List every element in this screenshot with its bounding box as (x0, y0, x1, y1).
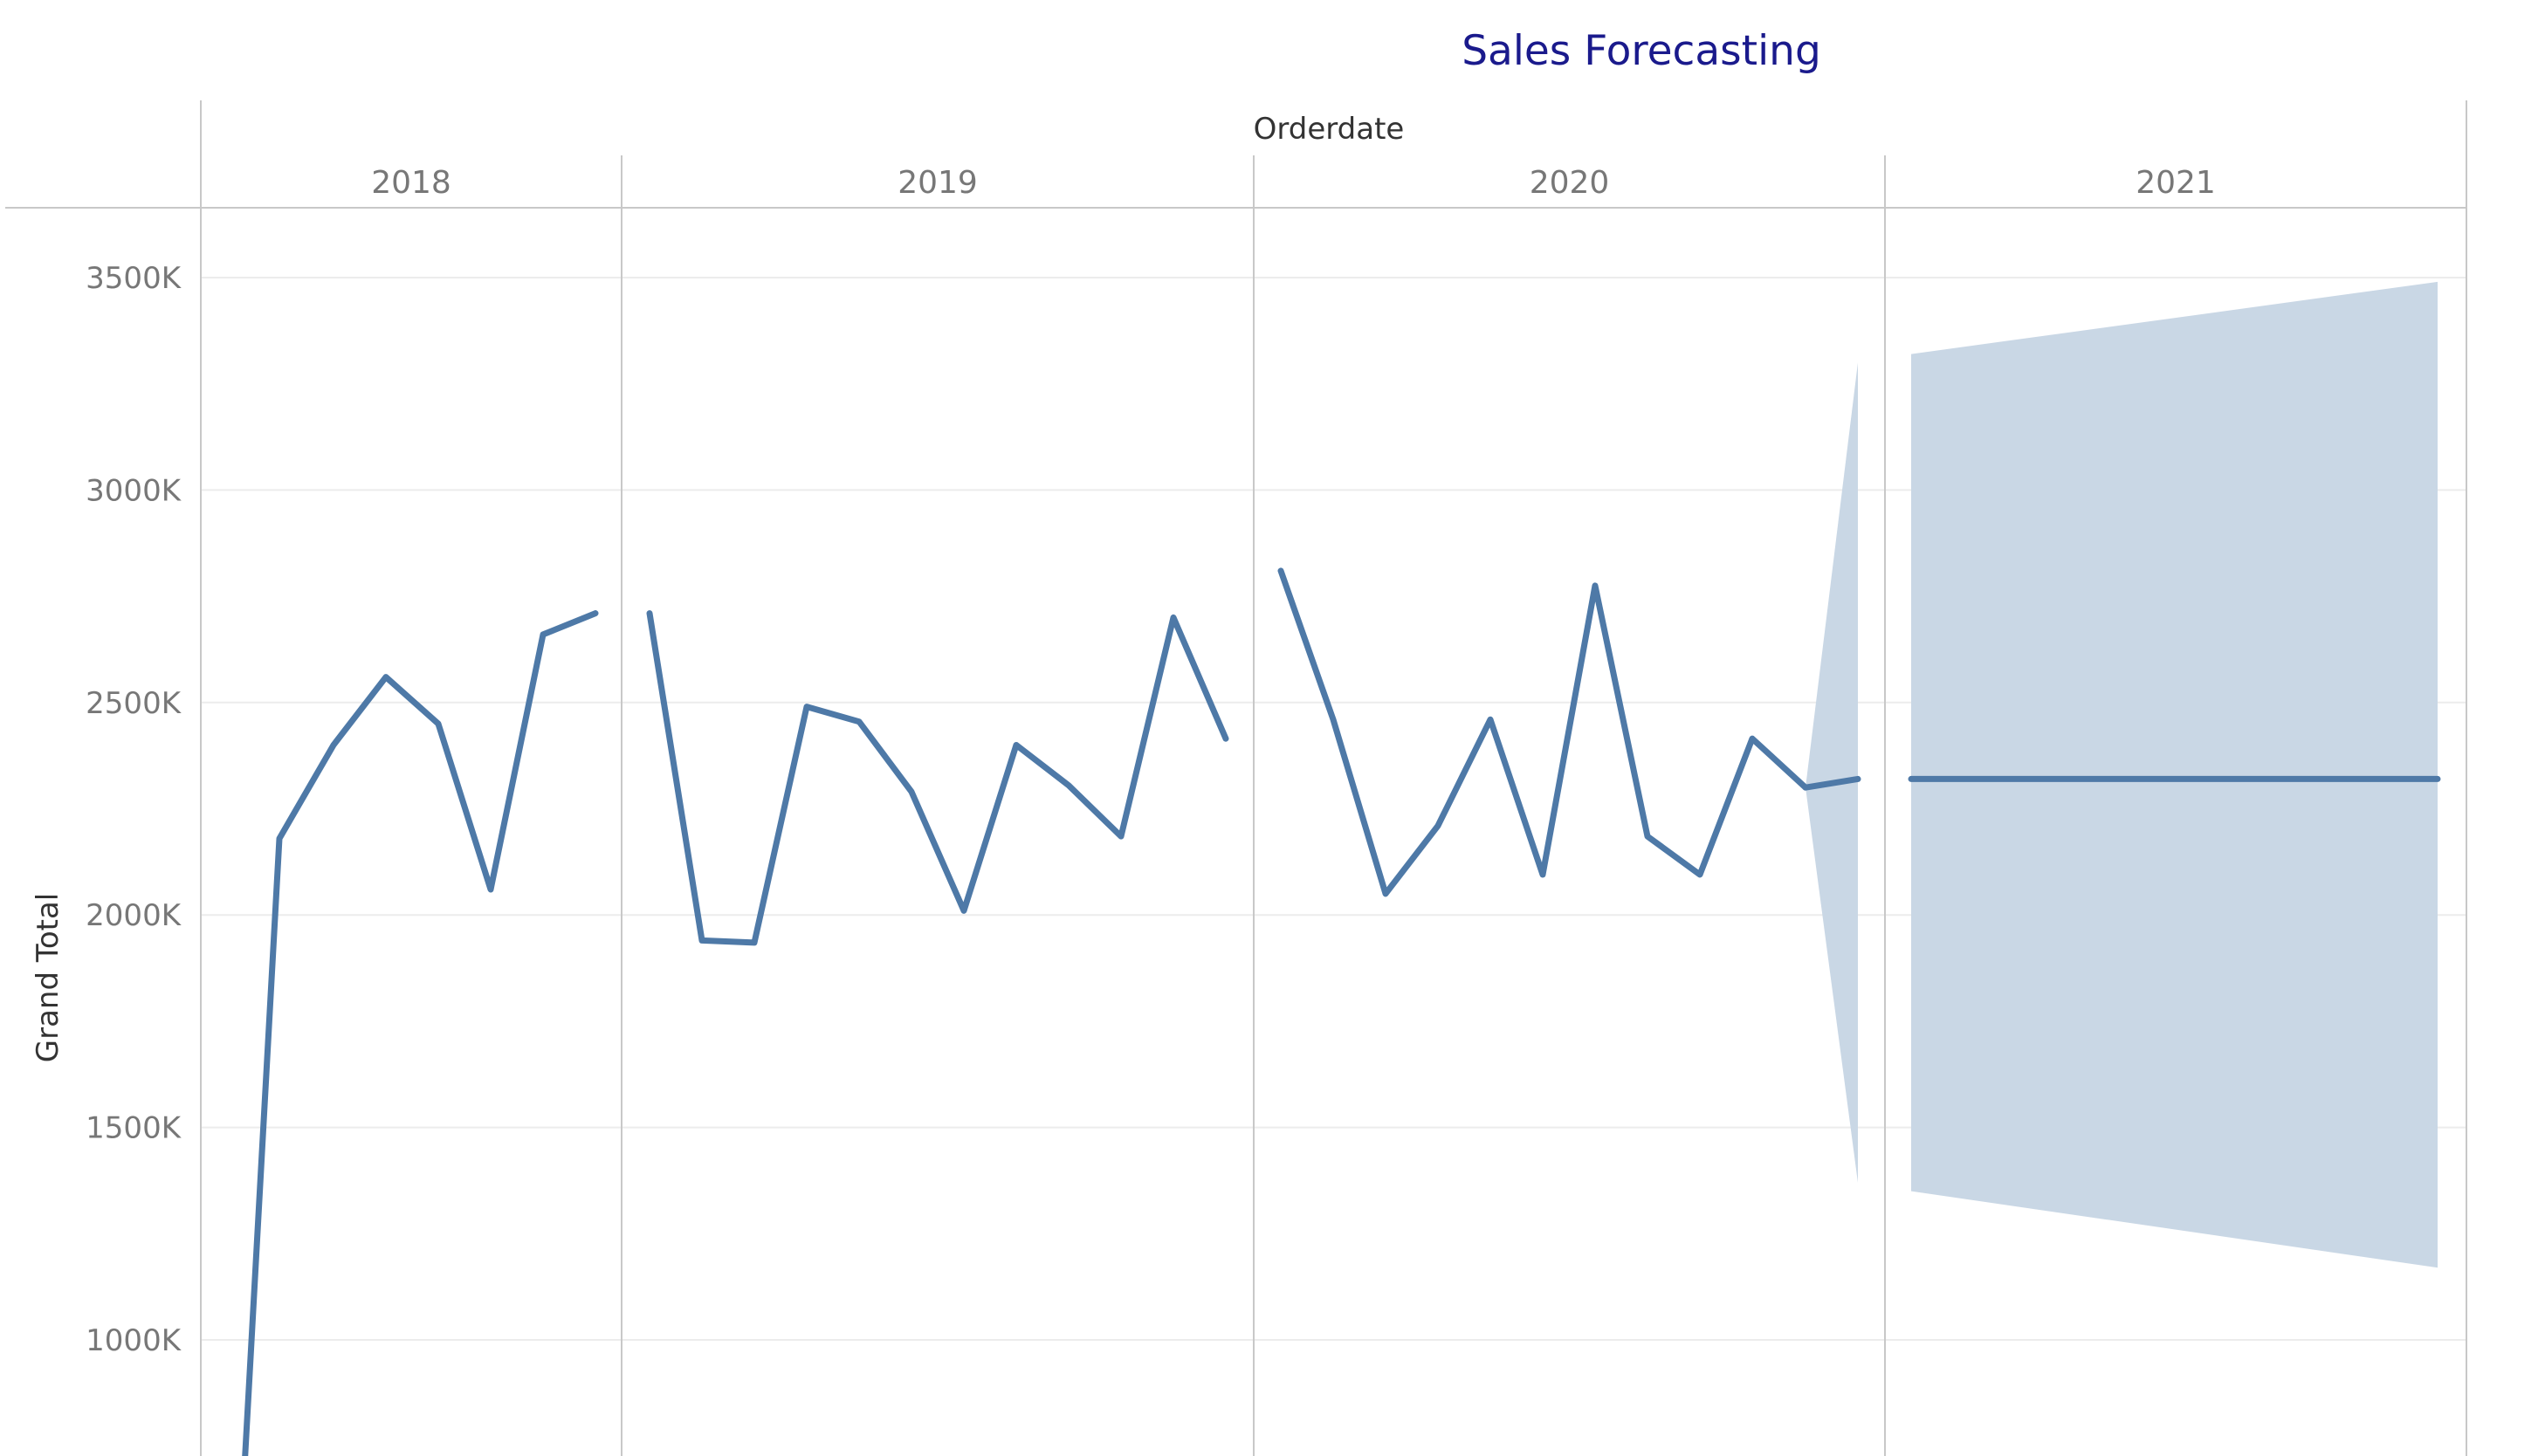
forecast-band-2020 (1806, 362, 1858, 1183)
gridlines (201, 277, 2466, 1341)
actual-line-2019 (646, 610, 1229, 946)
pane-dividers (5, 100, 2467, 1456)
year-label-2020: 2020 (1530, 165, 1610, 201)
year-label-2019: 2019 (898, 165, 978, 201)
actual-line-2018 (242, 610, 599, 1456)
forecast-band-2021 (1911, 281, 2438, 1268)
y-tick-label: 2500K (86, 686, 182, 721)
y-tick-label: 1500K (86, 1111, 182, 1146)
y-axis-title: Grand Total (31, 893, 65, 1063)
year-label-2021: 2021 (2136, 165, 2216, 201)
y-tick-label: 3000K (86, 473, 182, 508)
forecast-bands (1806, 281, 2438, 1268)
year-label-2018: 2018 (371, 165, 451, 201)
forecast-line-2020 (1802, 775, 1861, 791)
axis-labels: 1000K 1500K 2000K 2500K 3000K 3500K 2018 2019 20… (86, 165, 2216, 1358)
y-tick-label: 1000K (86, 1323, 182, 1358)
chart-title: Sales Forecasting (1462, 27, 1821, 75)
y-tick-label: 3500K (86, 261, 182, 296)
actual-line-2020 (1277, 567, 1809, 897)
series-lines (242, 567, 2441, 1456)
column-header-orderdate: Orderdate (1254, 112, 1405, 147)
y-tick-label: 2000K (86, 898, 182, 933)
